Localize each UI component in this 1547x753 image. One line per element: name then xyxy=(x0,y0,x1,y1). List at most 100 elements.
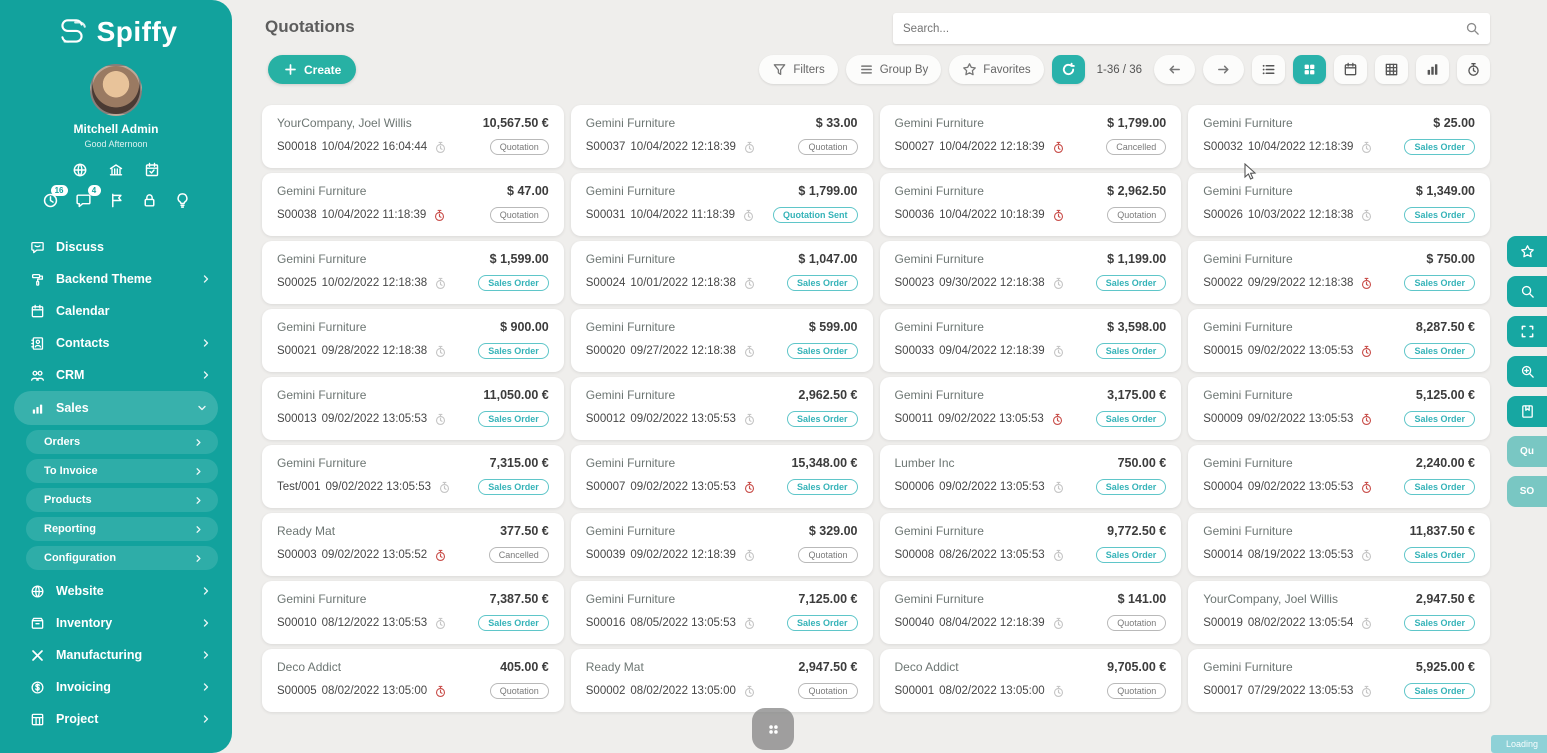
activity-clock-icon[interactable] xyxy=(743,345,756,358)
activity-clock-icon[interactable] xyxy=(1360,617,1373,630)
sidebar-subitem-configuration[interactable]: Configuration xyxy=(26,546,218,570)
calendar-page-icon[interactable] xyxy=(144,162,160,178)
activity-clock-icon[interactable] xyxy=(1360,345,1373,358)
quotation-card-s00038[interactable]: Gemini Furniture $ 47.00 S00038 10/04/2022 … xyxy=(262,173,564,236)
sidebar-item-discuss[interactable]: Discuss xyxy=(0,231,232,263)
rail-journal-button[interactable] xyxy=(1507,396,1547,427)
quotation-card-s00040[interactable]: Gemini Furniture $ 141.00 S00040 08/04/2022… xyxy=(879,581,1182,644)
quotation-card-s00004[interactable]: Gemini Furniture 2,240.00 € S00004 09/02/20… xyxy=(1188,445,1490,508)
quotation-card-s00032[interactable]: Gemini Furniture $ 25.00 S00032 10/04/2022 … xyxy=(1188,105,1490,168)
activity-clock-icon[interactable] xyxy=(1052,277,1065,290)
activity-clock-icon[interactable] xyxy=(1360,277,1373,290)
activity-clock-icon[interactable] xyxy=(743,141,756,154)
quotation-card-test-001[interactable]: Gemini Furniture 7,315.00 € Test/001 09/02/… xyxy=(262,445,564,508)
activity-clock-icon[interactable] xyxy=(743,617,756,630)
create-button[interactable]: Create xyxy=(268,55,357,84)
rail-zoom-in-button[interactable] xyxy=(1507,356,1547,387)
sidebar-item-website[interactable]: Website xyxy=(0,575,232,607)
quotation-card-s00020[interactable]: Gemini Furniture $ 599.00 S00020 09/27/2022… xyxy=(570,309,873,372)
activity-clock-icon[interactable] xyxy=(434,617,447,630)
activity-clock-icon[interactable] xyxy=(434,413,447,426)
sidebar-subitem-reporting[interactable]: Reporting xyxy=(26,517,218,541)
view-calendar-button[interactable] xyxy=(1334,55,1367,84)
sidebar-item-sales[interactable]: Sales xyxy=(14,391,218,425)
activity-clock-icon[interactable] xyxy=(438,481,451,494)
rail-star-button[interactable] xyxy=(1507,236,1547,267)
search-bar[interactable] xyxy=(893,13,1490,44)
quotation-card-s00007[interactable]: Gemini Furniture 15,348.00 € S00007 09/02/2… xyxy=(570,445,873,508)
quotation-card-s00002[interactable]: Ready Mat 2,947.50 € S00002 08/02/2022 13:0… xyxy=(570,649,873,712)
activity-clock-icon[interactable] xyxy=(743,481,756,494)
quotation-card-s00037[interactable]: Gemini Furniture $ 33.00 S00037 10/04/2022 … xyxy=(570,105,873,168)
activity-clock-icon[interactable] xyxy=(434,141,447,154)
sidebar-item-calendar[interactable]: Calendar xyxy=(0,295,232,327)
activity-clock-icon[interactable] xyxy=(743,277,756,290)
sidebar-subitem-products[interactable]: Products xyxy=(26,488,218,512)
quotation-card-s00033[interactable]: Gemini Furniture $ 3,598.00 S00033 09/04/20… xyxy=(879,309,1182,372)
quotation-card-s00017[interactable]: Gemini Furniture 5,925.00 € S00017 07/29/20… xyxy=(1188,649,1490,712)
view-graph-button[interactable] xyxy=(1416,55,1449,84)
activity-clock-icon[interactable] xyxy=(1052,141,1065,154)
sidebar-item-contacts[interactable]: Contacts xyxy=(0,327,232,359)
activity-clock-icon[interactable] xyxy=(1052,685,1065,698)
quotation-card-s00022[interactable]: Gemini Furniture $ 750.00 S00022 09/29/2022… xyxy=(1188,241,1490,304)
quotation-card-s00009[interactable]: Gemini Furniture 5,125.00 € S00009 09/02/20… xyxy=(1188,377,1490,440)
activity-clock-icon[interactable] xyxy=(1052,481,1065,494)
activity-clock-icon[interactable] xyxy=(743,549,756,562)
activity-clock-icon[interactable] xyxy=(1360,685,1373,698)
view-activity-button[interactable] xyxy=(1457,55,1490,84)
search-input[interactable] xyxy=(903,22,1465,35)
quotation-card-s00019[interactable]: YourCompany, Joel Willis 2,947.50 € S00019… xyxy=(1188,581,1490,644)
quotation-card-s00011[interactable]: Gemini Furniture 3,175.00 € S00011 09/02/20… xyxy=(879,377,1182,440)
quotation-card-s00021[interactable]: Gemini Furniture $ 900.00 S00021 09/28/2022… xyxy=(262,309,564,372)
refresh-button[interactable] xyxy=(1051,55,1085,84)
rail-so-button[interactable]: SO xyxy=(1507,476,1547,507)
activity-clock-icon[interactable] xyxy=(433,209,446,222)
quotation-card-s00023[interactable]: Gemini Furniture $ 1,199.00 S00023 09/30/20… xyxy=(879,241,1182,304)
activity-clock-icon[interactable] xyxy=(1360,413,1373,426)
quotation-card-s00005[interactable]: Deco Addict 405.00 € S00005 08/02/2022 13:0… xyxy=(262,649,564,712)
activity-clock-icon[interactable] xyxy=(742,209,755,222)
quotation-card-s00008[interactable]: Gemini Furniture 9,772.50 € S00008 08/26/20… xyxy=(879,513,1182,576)
activity-clock-icon[interactable] xyxy=(434,685,447,698)
quotation-card-s00015[interactable]: Gemini Furniture 8,287.50 € S00015 09/02/20… xyxy=(1188,309,1490,372)
rail-search-button[interactable] xyxy=(1507,276,1547,307)
pager-next-button[interactable] xyxy=(1203,55,1244,84)
pager-previous-button[interactable] xyxy=(1154,55,1195,84)
quotation-card-s00001[interactable]: Deco Addict 9,705.00 € S00001 08/02/2022 13… xyxy=(879,649,1182,712)
lock-icon[interactable] xyxy=(141,192,158,209)
favorites-button[interactable]: Favorites xyxy=(949,55,1044,84)
activity-clock-icon[interactable] xyxy=(434,277,447,290)
avatar[interactable] xyxy=(90,64,142,116)
rail-expand-button[interactable] xyxy=(1507,316,1547,347)
activity-clock-icon[interactable] xyxy=(434,345,447,358)
flag-icon[interactable] xyxy=(108,192,125,209)
quotation-card-s00026[interactable]: Gemini Furniture $ 1,349.00 S00026 10/03/20… xyxy=(1188,173,1490,236)
sidebar-item-backend-theme[interactable]: Backend Theme xyxy=(0,263,232,295)
quotation-card-s00003[interactable]: Ready Mat 377.50 € S00003 09/02/2022 13:05:… xyxy=(262,513,564,576)
quotation-card-s00027[interactable]: Gemini Furniture $ 1,799.00 S00027 10/04/20… xyxy=(879,105,1182,168)
rail-qu-button[interactable]: Qu xyxy=(1507,436,1547,467)
clock-icon[interactable]: 16 xyxy=(42,185,68,209)
chat-icon[interactable]: 4 xyxy=(75,185,101,209)
sidebar-subitem-to-invoice[interactable]: To Invoice xyxy=(26,459,218,483)
quotation-card-s00010[interactable]: Gemini Furniture 7,387.50 € S00010 08/12/20… xyxy=(262,581,564,644)
quotation-card-s00018[interactable]: YourCompany, Joel Willis 10,567.50 € S0001… xyxy=(262,105,564,168)
activity-clock-icon[interactable] xyxy=(1052,209,1065,222)
quotation-card-s00016[interactable]: Gemini Furniture 7,125.00 € S00016 08/05/20… xyxy=(570,581,873,644)
lightbulb-icon[interactable] xyxy=(174,192,191,209)
quotation-card-s00031[interactable]: Gemini Furniture $ 1,799.00 S00031 10/04/20… xyxy=(570,173,873,236)
quotation-card-s00036[interactable]: Gemini Furniture $ 2,962.50 S00036 10/04/20… xyxy=(879,173,1182,236)
quotation-card-s00025[interactable]: Gemini Furniture $ 1,599.00 S00025 10/02/20… xyxy=(262,241,564,304)
quotation-card-s00006[interactable]: Lumber Inc 750.00 € S00006 09/02/2022 13:05… xyxy=(879,445,1182,508)
activity-clock-icon[interactable] xyxy=(1052,617,1065,630)
activity-clock-icon[interactable] xyxy=(1360,209,1373,222)
view-kanban-button[interactable] xyxy=(1293,55,1326,84)
sidebar-item-inventory[interactable]: Inventory xyxy=(0,607,232,639)
quotation-card-s00013[interactable]: Gemini Furniture 11,050.00 € S00013 09/02/2… xyxy=(262,377,564,440)
activity-clock-icon[interactable] xyxy=(743,685,756,698)
apps-menu-button[interactable] xyxy=(752,708,794,750)
activity-clock-icon[interactable] xyxy=(1052,549,1065,562)
quotation-card-s00014[interactable]: Gemini Furniture 11,837.50 € S00014 08/19/2… xyxy=(1188,513,1490,576)
group-by-button[interactable]: Group By xyxy=(845,55,942,84)
